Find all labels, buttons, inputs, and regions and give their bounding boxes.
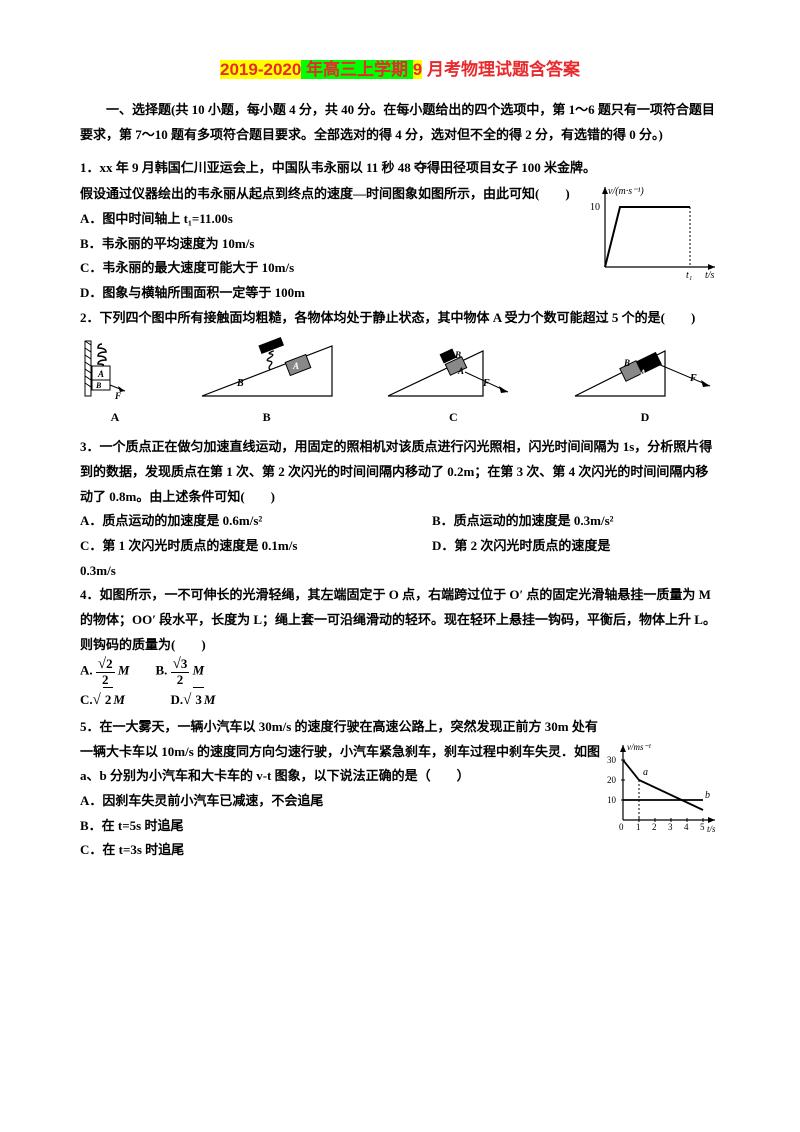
q2-stem: 2．下列四个图中所有接触面均粗糙，各物体均处于静止状态，其中物体 A 受力个数可… xyxy=(80,306,720,331)
title-rest: 月考物理试题含答案 xyxy=(422,60,580,79)
q3-opt-d-a: D．第 2 次闪光时质点的速度是 xyxy=(432,534,720,559)
q1-opt-b: B．韦永丽的平均速度为 10m/s xyxy=(80,232,590,257)
svg-text:B: B xyxy=(236,378,244,389)
q3-opt-b: B．质点运动的加速度是 0.3m/s² xyxy=(432,509,720,534)
section-heading: 一、选择题(共 10 小题，每小题 4 分，共 40 分。在每小题给出的四个选项… xyxy=(80,98,720,147)
q2-fig-d: B A F xyxy=(570,336,720,406)
svg-text:t/s: t/s xyxy=(705,270,715,281)
q5-graph: v/ms⁻¹ 30 20 10 0 1 2 3 4 5 t/s a b xyxy=(605,740,720,835)
q2-fig-a: A B F xyxy=(80,336,150,406)
q2-label-c: C xyxy=(383,406,523,429)
q2-label-a: A xyxy=(80,406,150,429)
q1-opt-a: A．图中时间轴上 t₁=11.00s xyxy=(80,207,590,232)
svg-text:v/(m·s⁻¹): v/(m·s⁻¹) xyxy=(608,186,644,197)
svg-text:t₁: t₁ xyxy=(686,270,692,281)
q2-label-b: B xyxy=(197,406,337,429)
q1-stem-a: 1．xx 年 9 月韩国仁川亚运会上，中国队韦永丽以 11 秒 48 夺得田径项… xyxy=(80,156,720,181)
svg-text:A: A xyxy=(457,366,464,376)
svg-text:a: a xyxy=(643,767,648,778)
svg-text:A: A xyxy=(292,361,299,371)
title-hl3: 9 xyxy=(413,60,422,79)
svg-text:B: B xyxy=(95,381,102,390)
svg-text:A: A xyxy=(97,369,104,379)
q1-opt-d: D．图象与横轴所围面积一定等于 100m xyxy=(80,281,590,306)
svg-text:10: 10 xyxy=(590,202,600,213)
svg-text:4: 4 xyxy=(684,822,689,832)
svg-text:20: 20 xyxy=(607,775,617,785)
q5-stem-a: 5．在一大雾天，一辆小汽车以 30m/s 的速度行驶在高速公路上，突然发现正前方… xyxy=(80,715,720,740)
svg-text:v/ms⁻¹: v/ms⁻¹ xyxy=(627,742,651,752)
q3-opt-d-b: 0.3m/s xyxy=(80,559,720,584)
q5-opt-c: C．在 t=3s 时追尾 xyxy=(80,838,605,863)
q5-opt-b: B．在 t=5s 时追尾 xyxy=(80,814,605,839)
svg-text:10: 10 xyxy=(607,795,617,805)
svg-text:F: F xyxy=(114,391,121,401)
svg-text:F: F xyxy=(689,373,697,384)
q4-opts-ab: A. √22 M B. √32 M xyxy=(80,657,720,686)
svg-text:1: 1 xyxy=(636,822,641,832)
title-hl1: 2019-2020 xyxy=(220,60,301,79)
q2-fig-b: A B xyxy=(197,336,337,406)
svg-text:B: B xyxy=(454,350,461,360)
q4-opts-cd: C.√2M D.√3M xyxy=(80,686,720,715)
q5-stem-b: 一辆大卡车以 10m/s 的速度同方向匀速行驶，小汽车紧急刹车，刹车过程中刹车失… xyxy=(80,740,605,789)
svg-text:2: 2 xyxy=(652,822,657,832)
svg-text:t/s: t/s xyxy=(707,824,716,834)
svg-text:5: 5 xyxy=(700,822,705,832)
page-title: 2019-2020 年高三上学期 9 月考物理试题含答案 xyxy=(80,54,720,86)
svg-text:A: A xyxy=(639,368,646,378)
q2-label-d: D xyxy=(570,406,720,429)
svg-text:3: 3 xyxy=(668,822,673,832)
title-hl2: 年高三上学期 xyxy=(301,60,412,79)
q3-opt-c: C．第 1 次闪光时质点的速度是 0.1m/s xyxy=(80,534,432,559)
q1-opt-c: C．韦永丽的最大速度可能大于 10m/s xyxy=(80,256,590,281)
q1-graph: 10 v/(m·s⁻¹) t₁ t/s xyxy=(590,182,720,282)
q5-opt-a: A．因刹车失灵前小汽车已减速，不会追尾 xyxy=(80,789,605,814)
q2-fig-c: B A F xyxy=(383,336,523,406)
svg-text:30: 30 xyxy=(607,755,617,765)
q3-opt-a: A．质点运动的加速度是 0.6m/s² xyxy=(80,509,432,534)
q1-stem-b: 假设通过仪器绘出的韦永丽从起点到终点的速度—时间图象如图所示，由此可知( ) xyxy=(80,182,590,207)
svg-text:0: 0 xyxy=(619,822,624,832)
q4-stem: 4．如图所示，一不可伸长的光滑轻绳，其左端固定于 O 点，右端跨过位于 O′ 点… xyxy=(80,583,720,657)
svg-text:B: B xyxy=(623,358,630,368)
q2-figures: A B F A A B B B A F C xyxy=(80,336,720,429)
q3-stem: 3．一个质点正在做匀加速直线运动，用固定的照相机对该质点进行闪光照相，闪光时间间… xyxy=(80,435,720,509)
svg-text:b: b xyxy=(705,790,710,801)
svg-text:F: F xyxy=(482,378,490,389)
